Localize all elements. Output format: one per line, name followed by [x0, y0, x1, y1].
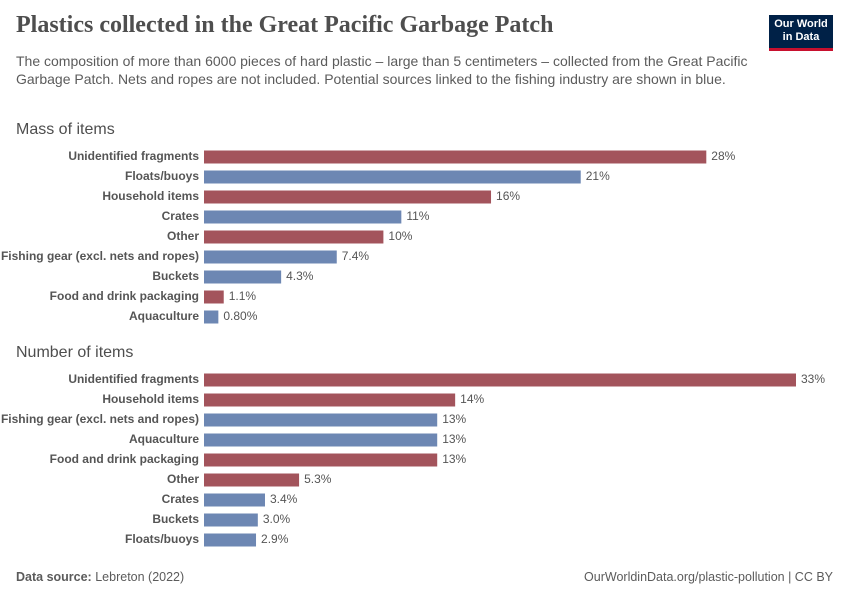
category-label: Unidentified fragments: [68, 372, 199, 386]
bar: [204, 533, 257, 547]
category-label: Household items: [102, 392, 199, 406]
bar: [204, 270, 282, 284]
category-label: Unidentified fragments: [68, 149, 199, 163]
category-label: Fishing gear (excl. nets and ropes): [1, 412, 199, 426]
bar: [204, 310, 219, 324]
category-label: Crates: [162, 209, 200, 223]
value-label: 13%: [442, 452, 466, 466]
value-label: 13%: [442, 412, 466, 426]
category-label: Aquaculture: [129, 309, 199, 323]
bar: [204, 190, 492, 204]
category-label: Food and drink packaging: [50, 289, 199, 303]
bar: [204, 393, 456, 407]
category-label: Floats/buoys: [125, 169, 199, 183]
bar: [204, 290, 224, 304]
value-label: 11%: [406, 209, 429, 223]
value-label: 33%: [801, 372, 825, 386]
value-label: 4.3%: [286, 269, 314, 283]
category-label: Other: [167, 229, 199, 243]
logo-line: in Data: [782, 31, 820, 43]
value-label: 7.4%: [342, 249, 370, 263]
category-label: Aquaculture: [129, 432, 199, 446]
value-label: 13%: [442, 432, 466, 446]
bar: [204, 250, 337, 264]
bar: [204, 170, 581, 184]
footer-url[interactable]: OurWorldinData.org/plastic-pollution | C…: [584, 570, 833, 584]
category-label: Crates: [162, 492, 200, 506]
logo-line: Our World: [774, 18, 828, 30]
bar: [204, 473, 300, 487]
value-label: 1.1%: [229, 289, 257, 303]
bar: [204, 493, 265, 507]
category-label: Floats/buoys: [125, 532, 199, 546]
category-label: Household items: [102, 189, 199, 203]
value-label: 10%: [388, 229, 412, 243]
bar: [204, 210, 402, 224]
bar: [204, 373, 796, 387]
bar: [204, 513, 258, 527]
category-label: Other: [167, 472, 199, 486]
subtitle: The composition of more than 6000 pieces…: [16, 53, 748, 87]
value-label: 3.4%: [270, 492, 298, 506]
bar: [204, 150, 707, 164]
bar: [204, 433, 438, 447]
bar: [204, 230, 384, 244]
category-label: Buckets: [152, 512, 199, 526]
panel-title: Mass of items: [16, 121, 115, 138]
value-label: 0.80%: [223, 309, 257, 323]
value-label: 21%: [586, 169, 610, 183]
title: Plastics collected in the Great Pacific …: [16, 12, 554, 38]
bar: [204, 413, 438, 427]
category-label: Food and drink packaging: [50, 452, 199, 466]
value-label: 5.3%: [304, 472, 332, 486]
source-text: Lebreton (2022): [95, 570, 185, 584]
value-label: 2.9%: [261, 532, 289, 546]
value-label: 16%: [496, 189, 520, 203]
logo[interactable]: Our World in Data: [769, 15, 833, 51]
value-label: 28%: [711, 149, 735, 163]
source: Data source: Lebreton (2022): [16, 570, 184, 584]
category-label: Buckets: [152, 269, 199, 283]
category-label: Fishing gear (excl. nets and ropes): [1, 249, 199, 263]
bar: [204, 453, 438, 467]
source-label: Data source:: [16, 570, 92, 584]
panel-title: Number of items: [16, 344, 133, 361]
value-label: 3.0%: [263, 512, 291, 526]
value-label: 14%: [460, 392, 484, 406]
